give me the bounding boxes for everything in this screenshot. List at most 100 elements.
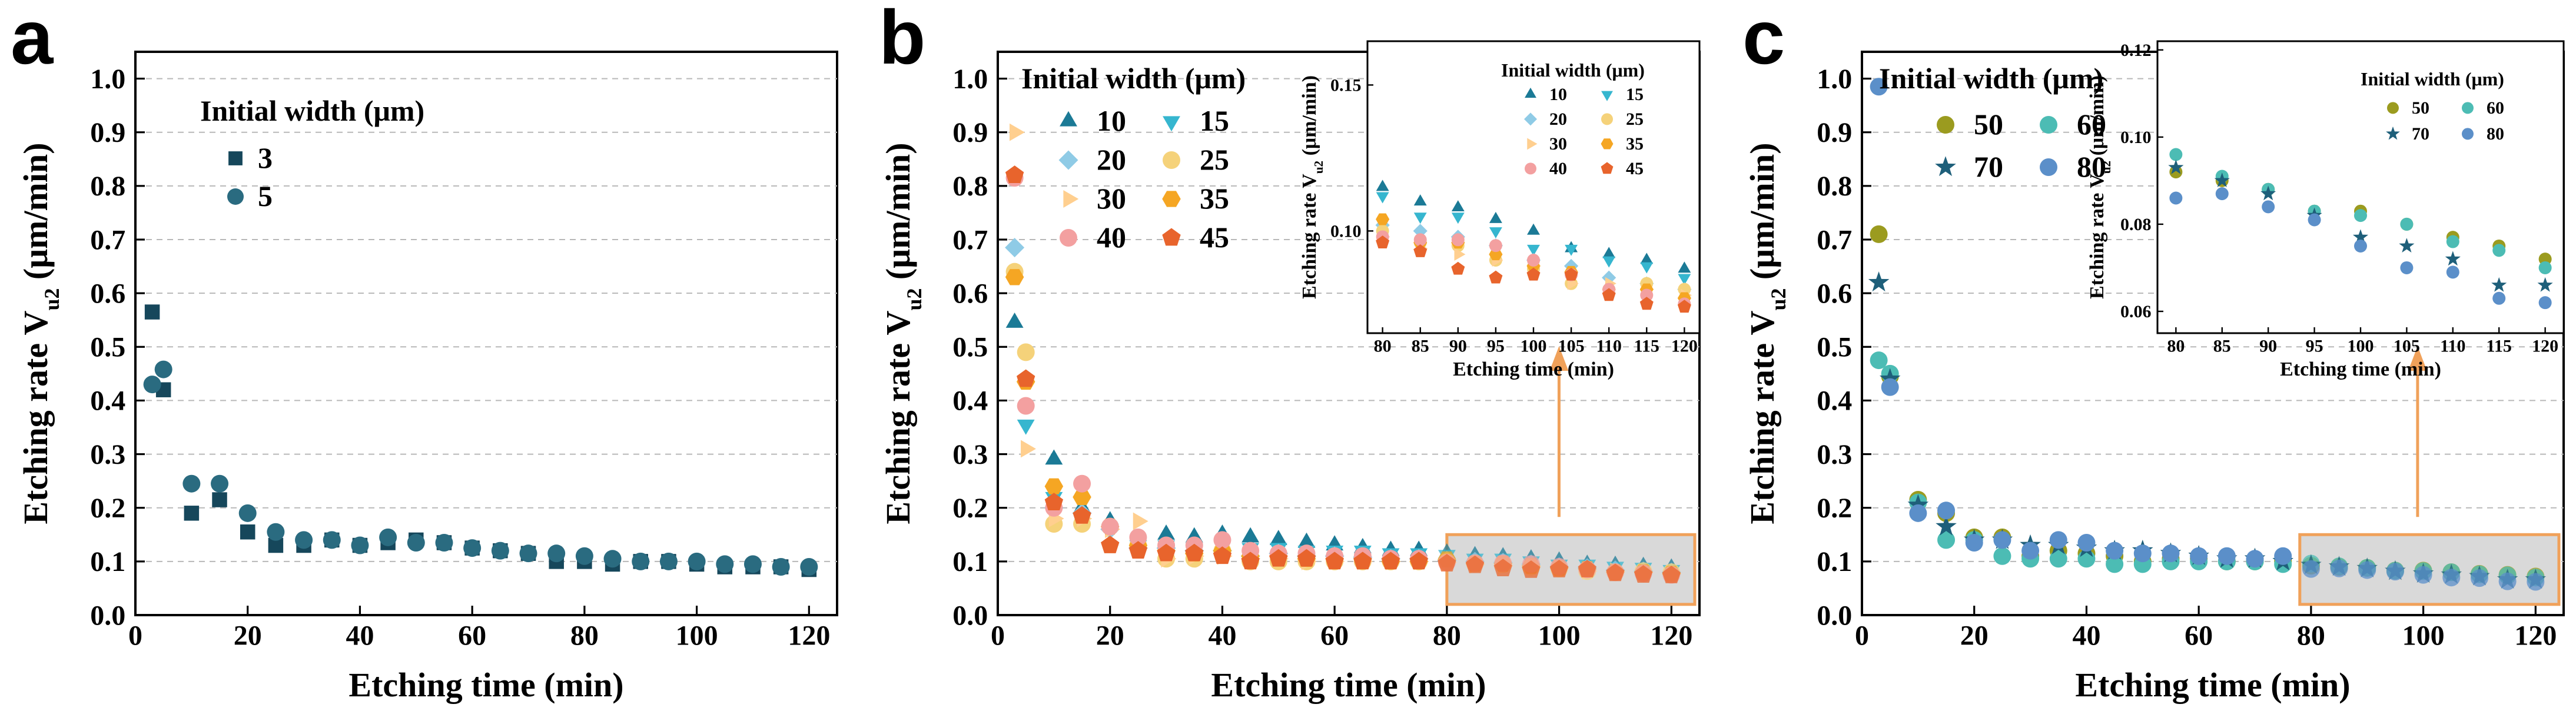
b-legend-label-20: 20 <box>1097 143 1126 176</box>
a-point-5-4 <box>238 504 257 522</box>
b-inset-point-15-23 <box>1678 274 1691 285</box>
b-point-45-10 <box>1269 549 1288 567</box>
c-legend-label-60: 60 <box>2077 108 2106 141</box>
a-point-5-22 <box>743 555 762 573</box>
panel-a: a 0 20 40 60 80 100 120 0.0 0.1 0.2 0.3 0.4 0.5 0.6 0.7… <box>11 0 838 704</box>
b-point-45-4 <box>1101 536 1120 553</box>
b-inset-y-tick-label-1: 0.15 <box>1330 76 1362 95</box>
a-point-3-2 <box>184 506 200 521</box>
a-y-tick-label-0: 0.0 <box>90 600 125 631</box>
a-point-5-23 <box>772 557 790 576</box>
b-y-tick-label-5: 0.5 <box>952 332 988 363</box>
b-inset-x-tick-label-6: 110 <box>1596 337 1622 356</box>
c-point-80-7 <box>2049 531 2067 549</box>
a-legend-label-3: 3 <box>258 141 273 174</box>
b-point-45-8 <box>1213 546 1232 564</box>
a-point-5-14 <box>519 544 537 563</box>
c-y-tick-label-5: 0.5 <box>1817 332 1852 363</box>
b-legend-marker-45 <box>1162 228 1181 246</box>
b-point-30-0 <box>1009 123 1025 141</box>
c-point-80-4 <box>1965 533 1983 552</box>
c-point-80-10 <box>2133 544 2152 563</box>
b-y-tick-label-9: 0.9 <box>952 117 988 148</box>
b-point-45-23 <box>1634 565 1653 583</box>
a-point-5-8 <box>351 536 369 554</box>
b-highlight-region <box>1445 533 1697 606</box>
c-inset-point-70-24 <box>2537 277 2553 292</box>
b-inset-legend-marker-25 <box>1601 113 1613 125</box>
c-inset-legend-label-70: 70 <box>2412 124 2429 144</box>
c-point-70-3 <box>1936 515 1957 536</box>
c-point-70-0 <box>1868 271 1890 292</box>
b-inset-y-tick-label-0: 0.10 <box>1330 222 1362 241</box>
b-point-10-0 <box>1005 313 1024 328</box>
c-y-tick-label-6: 0.6 <box>1817 278 1852 309</box>
b-y-tick-label-7: 0.7 <box>952 224 988 255</box>
c-legend-marker-80 <box>2040 158 2057 176</box>
b-inset-point-15-19 <box>1527 244 1540 256</box>
c-inset-point-70-22 <box>2445 251 2461 266</box>
b-legend-label-45: 45 <box>1200 221 1229 254</box>
c-inset-x-tick-label-2: 90 <box>2259 337 2277 356</box>
c-point-80-19 <box>2386 563 2404 581</box>
a-point-5-7 <box>323 531 341 549</box>
a-point-5-15 <box>547 544 566 563</box>
b-point-35-2 <box>1044 478 1064 494</box>
b-point-45-15 <box>1409 552 1428 570</box>
c-inset-point-70-20 <box>2352 229 2369 244</box>
c-point-60-7 <box>2049 550 2067 568</box>
a-point-5-21 <box>716 555 734 573</box>
c-legend-marker-70 <box>1935 156 1956 177</box>
b-inset-y-axis-title-main: Etching rate V <box>1299 174 1320 299</box>
b-point-40-3 <box>1073 474 1091 493</box>
b-point-45-24 <box>1662 566 1681 583</box>
b-inset-point-40-18 <box>1451 233 1465 247</box>
b-inset: 80 85 90 95 100 105 110 115 120 0.10 0.15 Etching t… <box>1299 40 1701 380</box>
c-inset-series-80 <box>2169 187 2552 310</box>
a-series-3 <box>144 304 817 577</box>
b-point-45-5 <box>1128 541 1148 559</box>
c-series-80 <box>1870 78 2545 591</box>
b-inset-point-15-21 <box>1602 256 1616 268</box>
a-y-tick-label-2: 0.2 <box>90 493 125 524</box>
b-inset-x-tick-label-7: 115 <box>1634 337 1659 356</box>
panel-letter-a: a <box>11 0 54 80</box>
b-inset-legend-marker-20 <box>1524 112 1537 126</box>
b-point-45-2 <box>1044 493 1064 510</box>
a-point-3-3 <box>212 492 227 507</box>
c-y-tick-label-0: 0.0 <box>1817 600 1852 631</box>
b-point-45-3 <box>1073 506 1091 524</box>
a-point-5-2 <box>182 474 201 493</box>
a-series-5 <box>143 360 818 576</box>
a-point-5-0 <box>143 376 161 394</box>
c-y-axis-title-main: Etching rate V <box>1743 310 1781 524</box>
a-legend-label-5: 5 <box>258 180 273 212</box>
b-inset-x-tick-label-4: 100 <box>1521 337 1547 356</box>
c-inset-point-80-21 <box>2400 261 2414 274</box>
a-x-tick-label-1: 20 <box>234 620 262 651</box>
a-y-axis-title: Etching rate Vu2 (μm/min) <box>16 142 64 524</box>
b-y-tick-label-3: 0.3 <box>952 439 988 470</box>
c-inset-point-60-20 <box>2354 209 2367 222</box>
c-y-tick-label-4: 0.4 <box>1817 386 1852 417</box>
b-inset-point-15-17 <box>1451 212 1465 224</box>
b-y-tick-label-1: 0.1 <box>952 546 988 577</box>
a-y-axis-title-unit: (μm/min) <box>16 142 55 288</box>
b-point-15-0 <box>1017 419 1035 435</box>
b-inset-point-10-18 <box>1489 211 1502 223</box>
b-point-45-6 <box>1157 543 1176 562</box>
c-point-60-5 <box>1993 547 2011 565</box>
b-inset-legend-marker-30 <box>1527 138 1538 150</box>
c-point-60-9 <box>2106 555 2124 573</box>
b-point-25-1 <box>1017 343 1035 361</box>
b-x-tick-label-1: 20 <box>1096 620 1124 651</box>
a-point-5-13 <box>491 542 509 560</box>
c-inset-point-80-24 <box>2538 296 2552 310</box>
c-inset-y-axis-title-unit: (μm/min) <box>2086 75 2108 161</box>
c-point-80-24 <box>2527 573 2545 591</box>
c-point-80-18 <box>2358 561 2376 579</box>
a-y-tick-label-3: 0.3 <box>90 439 125 470</box>
c-point-70-2 <box>1907 494 1929 514</box>
c-point-80-15 <box>2274 547 2292 565</box>
